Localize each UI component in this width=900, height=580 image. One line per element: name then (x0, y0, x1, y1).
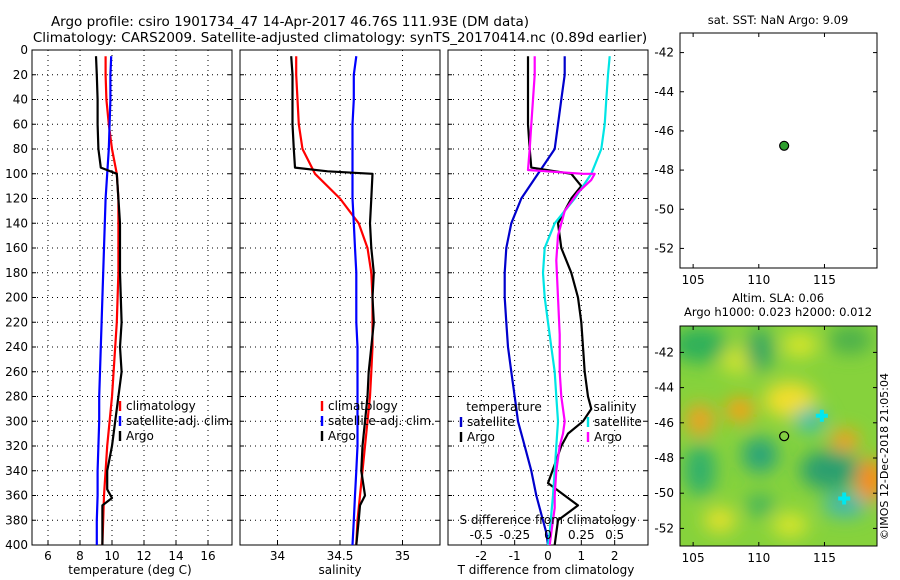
depth-tick-label: 380 (5, 513, 28, 527)
x-tick-label: 16 (200, 549, 215, 563)
difference-xlabel: T difference from climatology (457, 563, 635, 577)
depth-tick-label: 340 (5, 464, 28, 478)
x-tick-label: 12 (136, 549, 151, 563)
argo-location-marker (779, 140, 790, 151)
x-tick-label: 1 (578, 549, 586, 563)
depth-tick-label: 60 (13, 117, 28, 131)
title-line-2: Climatology: CARS2009. Satellite-adjuste… (33, 30, 647, 46)
x-tick-label: 8 (76, 549, 84, 563)
x-tick-label-s: 0.25 (568, 528, 595, 542)
depth-tick-label: 80 (13, 142, 28, 156)
map-x-tick-label: 105 (682, 551, 705, 565)
legend-label: satellite-adj. clim. (126, 414, 233, 428)
depth-tick-label: 280 (5, 390, 28, 404)
map-x-tick-label: 105 (682, 273, 705, 287)
map-x-tick-label: 110 (747, 273, 770, 287)
depth-tick-label: 120 (5, 192, 28, 206)
depth-tick-label: 300 (5, 414, 28, 428)
sla-cross-marker (815, 409, 828, 422)
map-y-tick-label: -48 (654, 163, 674, 177)
legend-label: satellite (594, 415, 642, 429)
depth-tick-label: 260 (5, 365, 28, 379)
x-tick-label: 6 (44, 549, 52, 563)
x-tick-label: 35 (395, 549, 410, 563)
map-y-tick-label: -44 (654, 85, 674, 99)
legend-label: climatology (328, 399, 398, 413)
map-y-tick-label: -50 (654, 202, 674, 216)
x-tick-label-s: -0.5 (470, 528, 493, 542)
x-tick-label-s: 0 (544, 528, 552, 542)
timestamp-watermark: ©IMOS 12-Dec-2018 21:05:04 (878, 373, 891, 540)
legend-label: Argo (328, 429, 356, 443)
depth-tick-label: 20 (13, 68, 28, 82)
sst-map-title: sat. SST: NaN Argo: 9.09 (708, 13, 849, 27)
series-line-argo (94, 56, 123, 545)
map-x-tick-label: 115 (813, 551, 836, 565)
sla-cross-marker (838, 492, 851, 505)
sla-heatmap (680, 326, 877, 546)
depth-tick-label: 180 (5, 266, 28, 280)
map-x-tick-label: 110 (747, 551, 770, 565)
title-line-1: Argo profile: csiro 1901734_47 14-Apr-20… (51, 14, 529, 30)
depth-tick-label: 140 (5, 216, 28, 230)
depth-tick-label: 160 (5, 241, 28, 255)
sla-map-panel (679, 325, 878, 547)
map-y-tick-label: -52 (654, 241, 674, 255)
series-line-temperature-satellite (503, 56, 566, 546)
legend-header-temperature: temperature (466, 400, 541, 414)
legend-label: Argo (467, 430, 495, 444)
sla-map-title-2: Argo h1000: 0.023 h2000: 0.012 (684, 305, 872, 319)
temperature-xlabel: temperature (deg C) (68, 563, 191, 577)
map-y-tick-label: -44 (654, 381, 674, 395)
legend-label: Argo (594, 430, 622, 444)
x-tick-label: -1 (509, 549, 521, 563)
series-line-salinity-satellite (541, 56, 611, 546)
x-tick-label: 14 (168, 549, 183, 563)
legend-label: climatology (126, 399, 196, 413)
x-tick-label: 0 (544, 549, 552, 563)
depth-tick-label: 400 (5, 538, 28, 552)
legend-label: Argo (126, 429, 154, 443)
depth-tick-label: 0 (20, 43, 28, 57)
x-tick-label: 2 (611, 549, 619, 563)
depth-tick-label: 320 (5, 439, 28, 453)
depth-tick-label: 220 (5, 315, 28, 329)
x-tick-label-s: -0.25 (499, 528, 530, 542)
depth-tick-label: 40 (13, 93, 28, 107)
map-y-tick-label: -52 (654, 521, 674, 535)
legend-label: satellite (467, 415, 515, 429)
depth-tick-label: 200 (5, 291, 28, 305)
argo-location-marker (779, 431, 790, 442)
map-y-tick-label: -42 (654, 345, 674, 359)
salinity-xlabel: salinity (318, 563, 361, 577)
map-x-tick-label: 115 (813, 273, 836, 287)
sla-map-title-1: Altim. SLA: 0.06 (732, 291, 824, 305)
map-y-tick-label: -46 (654, 416, 674, 430)
map-y-tick-label: -48 (654, 451, 674, 465)
series-line-argo (290, 56, 375, 546)
depth-tick-label: 100 (5, 167, 28, 181)
depth-tick-label: 360 (5, 489, 28, 503)
map-y-tick-label: -46 (654, 124, 674, 138)
x-tick-label: 10 (104, 549, 119, 563)
sst-map-panel (679, 32, 878, 269)
difference-xlabel-top: S difference from climatology (460, 513, 637, 527)
map-y-tick-label: -42 (654, 46, 674, 60)
series-line-satellite-adj-clim- (95, 56, 113, 545)
series-line-satellite-adj-clim- (351, 56, 359, 546)
x-tick-label: 34.5 (327, 549, 354, 563)
x-tick-label: -2 (475, 549, 487, 563)
series-line-salinity-argo (526, 56, 596, 546)
legend-header-salinity: salinity (593, 400, 636, 414)
map-y-tick-label: -50 (654, 486, 674, 500)
x-tick-label: 34 (270, 549, 285, 563)
legend-label: satellite-adj. clim. (328, 414, 435, 428)
x-tick-label-s: 0.5 (605, 528, 624, 542)
depth-tick-label: 240 (5, 340, 28, 354)
